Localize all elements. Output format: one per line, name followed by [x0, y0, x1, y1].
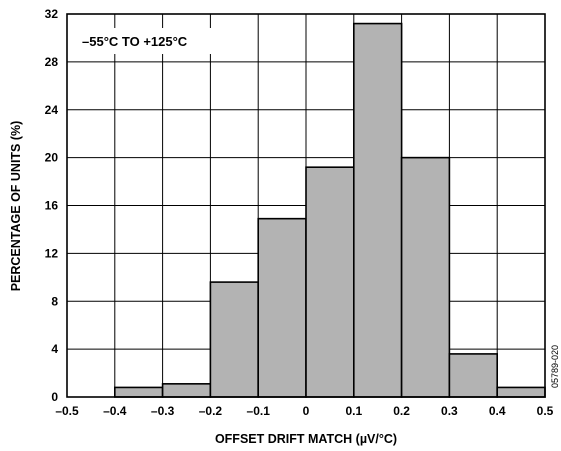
histogram-bar: [114, 386, 164, 398]
histogram-bar: [448, 353, 498, 398]
y-tick-label: 4: [51, 342, 58, 356]
x-tick-label: 0.2: [393, 404, 410, 418]
y-tick-label: 8: [51, 294, 58, 308]
x-tick-label: 0.4: [489, 404, 506, 418]
x-tick-label: –0.3: [151, 404, 175, 418]
x-tick-label: 0.1: [345, 404, 362, 418]
y-tick-label: 32: [45, 7, 59, 21]
x-tick-label: –0.2: [199, 404, 223, 418]
x-tick-labels: –0.5 –0.4 –0.3 –0.2 –0.1 0 0.1 0.2 0.3 0.4 0.5: [55, 404, 553, 418]
x-tick-label: –0.5: [55, 404, 79, 418]
histogram-bar: [400, 156, 451, 398]
histogram-bars: [114, 22, 546, 398]
y-tick-label: 24: [45, 103, 59, 117]
histogram-bar: [209, 281, 259, 398]
x-tick-label: 0: [303, 404, 310, 418]
y-tick-label: 16: [45, 199, 59, 213]
histogram-bar: [352, 22, 403, 398]
y-tick-label: 28: [45, 55, 59, 69]
y-tick-labels: 0 4 8 12 16 20 24 28 32: [45, 7, 59, 404]
temperature-range-annotation: –55°C TO +125°C: [82, 34, 188, 49]
histogram-bar: [257, 217, 307, 398]
plot-frame: [66, 13, 546, 398]
x-axis-title: OFFSET DRIFT MATCH (µV/°C): [215, 432, 397, 446]
annotation-background: [74, 28, 224, 54]
x-tick-label: –0.1: [247, 404, 271, 418]
histogram-bar: [161, 383, 212, 398]
x-tick-label: 0.5: [537, 404, 554, 418]
y-axis-title: PERCENTAGE OF UNITS (%): [9, 121, 23, 292]
y-tick-label: 20: [45, 151, 59, 165]
y-tick-label: 0: [51, 390, 58, 404]
figure-code: 05789-020: [550, 345, 560, 388]
histogram-bar: [496, 386, 546, 398]
x-tick-label: 0.3: [441, 404, 458, 418]
x-tick-label: –0.4: [103, 404, 127, 418]
y-tick-label: 12: [45, 246, 59, 260]
histogram-bar: [305, 166, 355, 398]
